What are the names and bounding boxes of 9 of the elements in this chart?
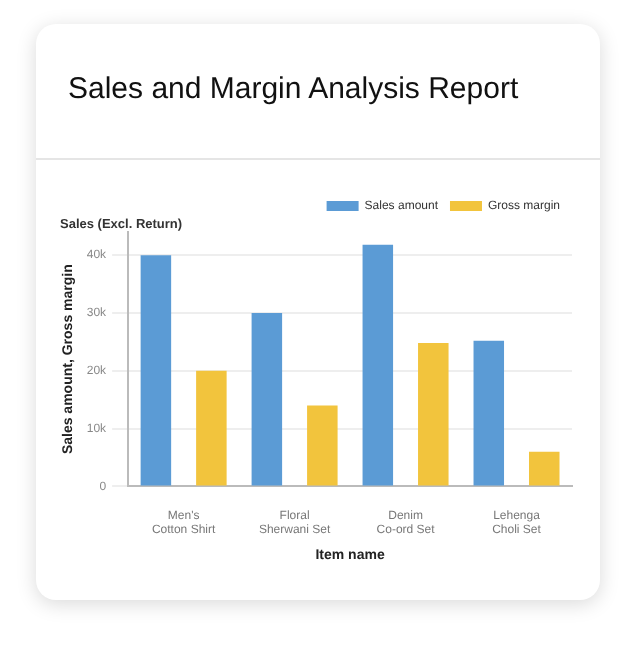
bar [362,244,394,486]
bar [307,405,338,486]
bar [196,370,227,486]
chart-title: Sales and Margin Analysis Report [68,72,519,106]
bar [473,340,505,486]
bar [140,255,172,486]
bar [418,343,449,486]
bar [251,312,283,486]
bar [529,451,560,486]
